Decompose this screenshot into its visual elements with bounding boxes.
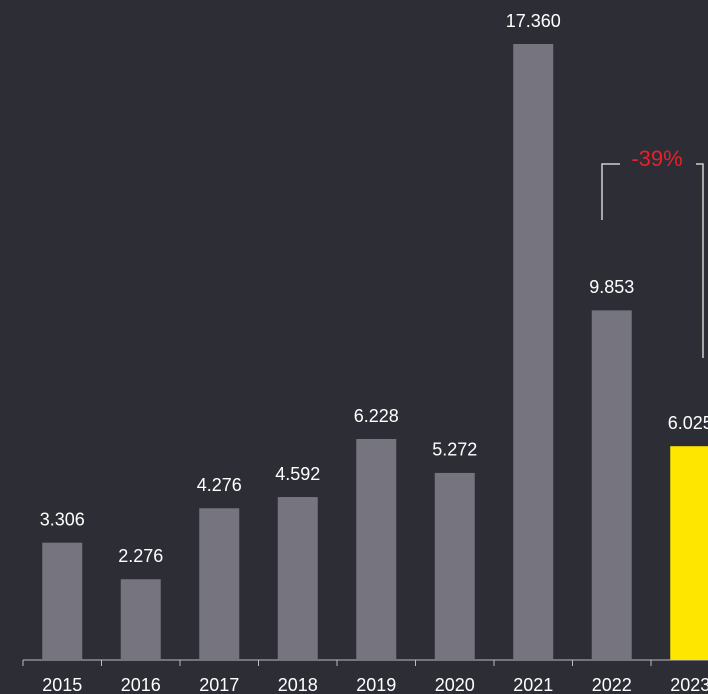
bracket-left (601, 163, 620, 220)
x-tick-label: 2018 (278, 675, 318, 694)
bar (199, 508, 240, 660)
bar (356, 439, 397, 660)
bar (120, 579, 161, 660)
bar (434, 472, 475, 660)
change-annotation: -39% (631, 146, 682, 171)
value-label: 4.592 (275, 464, 320, 484)
value-label: 3.306 (40, 509, 85, 529)
value-label: 6.228 (354, 406, 399, 426)
value-label: 9.853 (589, 277, 634, 297)
x-tick-label: 2019 (356, 675, 396, 694)
value-label: 4.276 (197, 475, 242, 495)
x-tick-label: 2016 (121, 675, 161, 694)
x-tick-label: 2015 (42, 675, 82, 694)
bar (277, 497, 318, 660)
value-label: 6.025 (668, 413, 708, 433)
bar (591, 310, 632, 660)
bar (513, 44, 554, 660)
bar (42, 542, 83, 660)
x-tick-label: 2023 (670, 675, 708, 694)
value-label: 2.276 (118, 546, 163, 566)
bracket-right (696, 163, 704, 358)
x-tick-label: 2017 (199, 675, 239, 694)
value-label: 17.360 (506, 11, 561, 31)
x-tick-label: 2022 (592, 675, 632, 694)
x-tick-label: 2021 (513, 675, 553, 694)
bar (670, 446, 708, 660)
value-label: 5.272 (432, 440, 477, 460)
x-tick-label: 2020 (435, 675, 475, 694)
change-bracket (601, 163, 704, 358)
